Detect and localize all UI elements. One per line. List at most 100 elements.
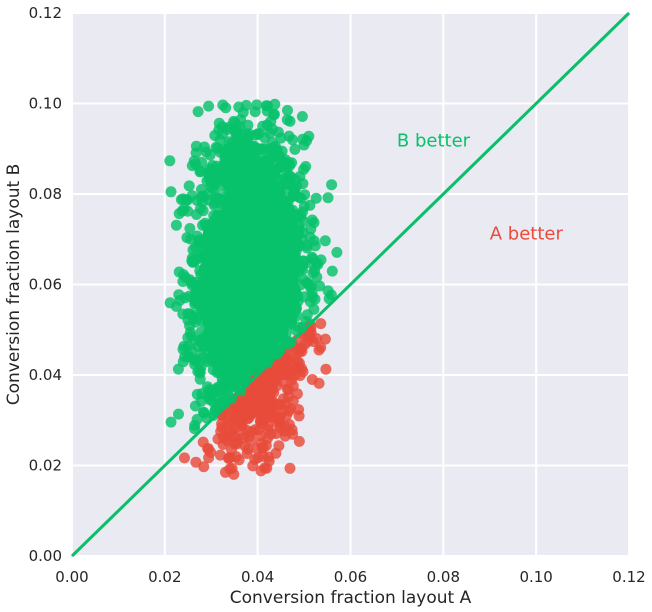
data-point — [239, 242, 251, 254]
data-point — [331, 246, 343, 258]
data-point — [213, 117, 225, 129]
data-point — [209, 130, 221, 141]
data-point — [293, 435, 305, 447]
data-point — [305, 223, 317, 235]
data-point — [259, 354, 271, 366]
data-point — [286, 315, 297, 327]
data-point — [269, 335, 281, 347]
data-point — [256, 241, 267, 252]
y-tick-label: 0.12 — [29, 4, 62, 22]
y-tick-label: 0.06 — [29, 276, 62, 294]
data-point — [274, 399, 286, 411]
data-point — [301, 135, 313, 147]
y-axis-label: Conversion fraction layout B — [4, 164, 24, 406]
data-point — [251, 277, 263, 289]
data-point — [226, 306, 238, 318]
data-point — [227, 152, 239, 164]
data-point — [185, 330, 197, 342]
data-point — [277, 360, 289, 372]
data-point — [253, 298, 264, 310]
data-point — [217, 439, 229, 450]
data-point — [287, 134, 298, 146]
data-point — [255, 430, 267, 442]
data-point — [228, 216, 240, 228]
data-point — [320, 363, 332, 375]
data-point — [199, 217, 211, 229]
data-point — [277, 196, 289, 208]
data-point — [216, 223, 228, 235]
data-point — [189, 423, 200, 435]
data-point — [238, 303, 250, 315]
y-tick-label: 0.02 — [29, 457, 62, 475]
data-point — [191, 297, 203, 309]
data-point — [250, 342, 262, 354]
data-point — [277, 251, 289, 263]
data-point — [286, 157, 298, 169]
data-point — [177, 193, 189, 205]
data-point — [241, 425, 253, 436]
data-point — [313, 377, 325, 389]
data-point — [172, 363, 184, 375]
data-point — [297, 366, 309, 378]
data-point — [239, 285, 251, 297]
data-point — [198, 283, 210, 294]
data-point — [326, 179, 338, 191]
data-point — [225, 161, 237, 173]
data-point — [302, 335, 314, 347]
data-point — [267, 272, 279, 284]
data-point — [235, 416, 247, 427]
data-point — [252, 188, 264, 199]
data-point — [242, 409, 254, 421]
data-point — [212, 193, 224, 205]
data-point — [183, 180, 195, 192]
data-point — [289, 353, 301, 365]
data-point — [248, 290, 260, 302]
data-point — [173, 266, 185, 278]
data-point — [315, 318, 327, 330]
data-point — [293, 410, 305, 422]
data-point — [230, 173, 241, 185]
x-tick-label: 0.04 — [241, 568, 274, 586]
data-point — [222, 376, 234, 388]
data-point — [315, 254, 327, 266]
data-point — [310, 192, 322, 204]
data-point — [222, 123, 234, 135]
y-tick-labels: 0.00 0.02 0.04 0.06 0.08 0.10 0.12 — [29, 4, 62, 565]
data-point — [269, 140, 281, 152]
data-point — [188, 256, 200, 268]
data-point — [326, 265, 338, 277]
annotation-b-better: B better — [397, 130, 471, 151]
data-point — [260, 319, 272, 331]
data-point — [252, 312, 264, 324]
data-point — [231, 436, 243, 448]
data-point — [277, 320, 289, 332]
data-point — [206, 256, 218, 268]
data-point — [273, 440, 285, 452]
data-point — [274, 344, 286, 356]
data-point — [164, 155, 176, 167]
data-point — [189, 400, 201, 412]
data-point — [190, 147, 202, 159]
data-point — [186, 160, 198, 172]
data-point — [236, 141, 248, 153]
data-point — [249, 106, 261, 118]
data-point — [196, 196, 208, 208]
data-point — [315, 342, 327, 353]
data-point — [282, 172, 294, 184]
data-point — [223, 289, 235, 301]
data-point — [237, 375, 249, 386]
data-point — [275, 132, 287, 144]
data-point — [242, 119, 254, 131]
data-point — [288, 209, 300, 221]
data-point — [257, 169, 269, 181]
data-point — [219, 385, 231, 396]
data-point — [202, 329, 214, 341]
x-axis-label: Conversion fraction layout A — [230, 588, 472, 608]
data-point — [207, 385, 219, 396]
data-point — [257, 251, 269, 263]
data-point — [247, 460, 259, 472]
data-point — [306, 214, 318, 226]
data-point — [290, 259, 302, 270]
data-point — [218, 240, 230, 252]
